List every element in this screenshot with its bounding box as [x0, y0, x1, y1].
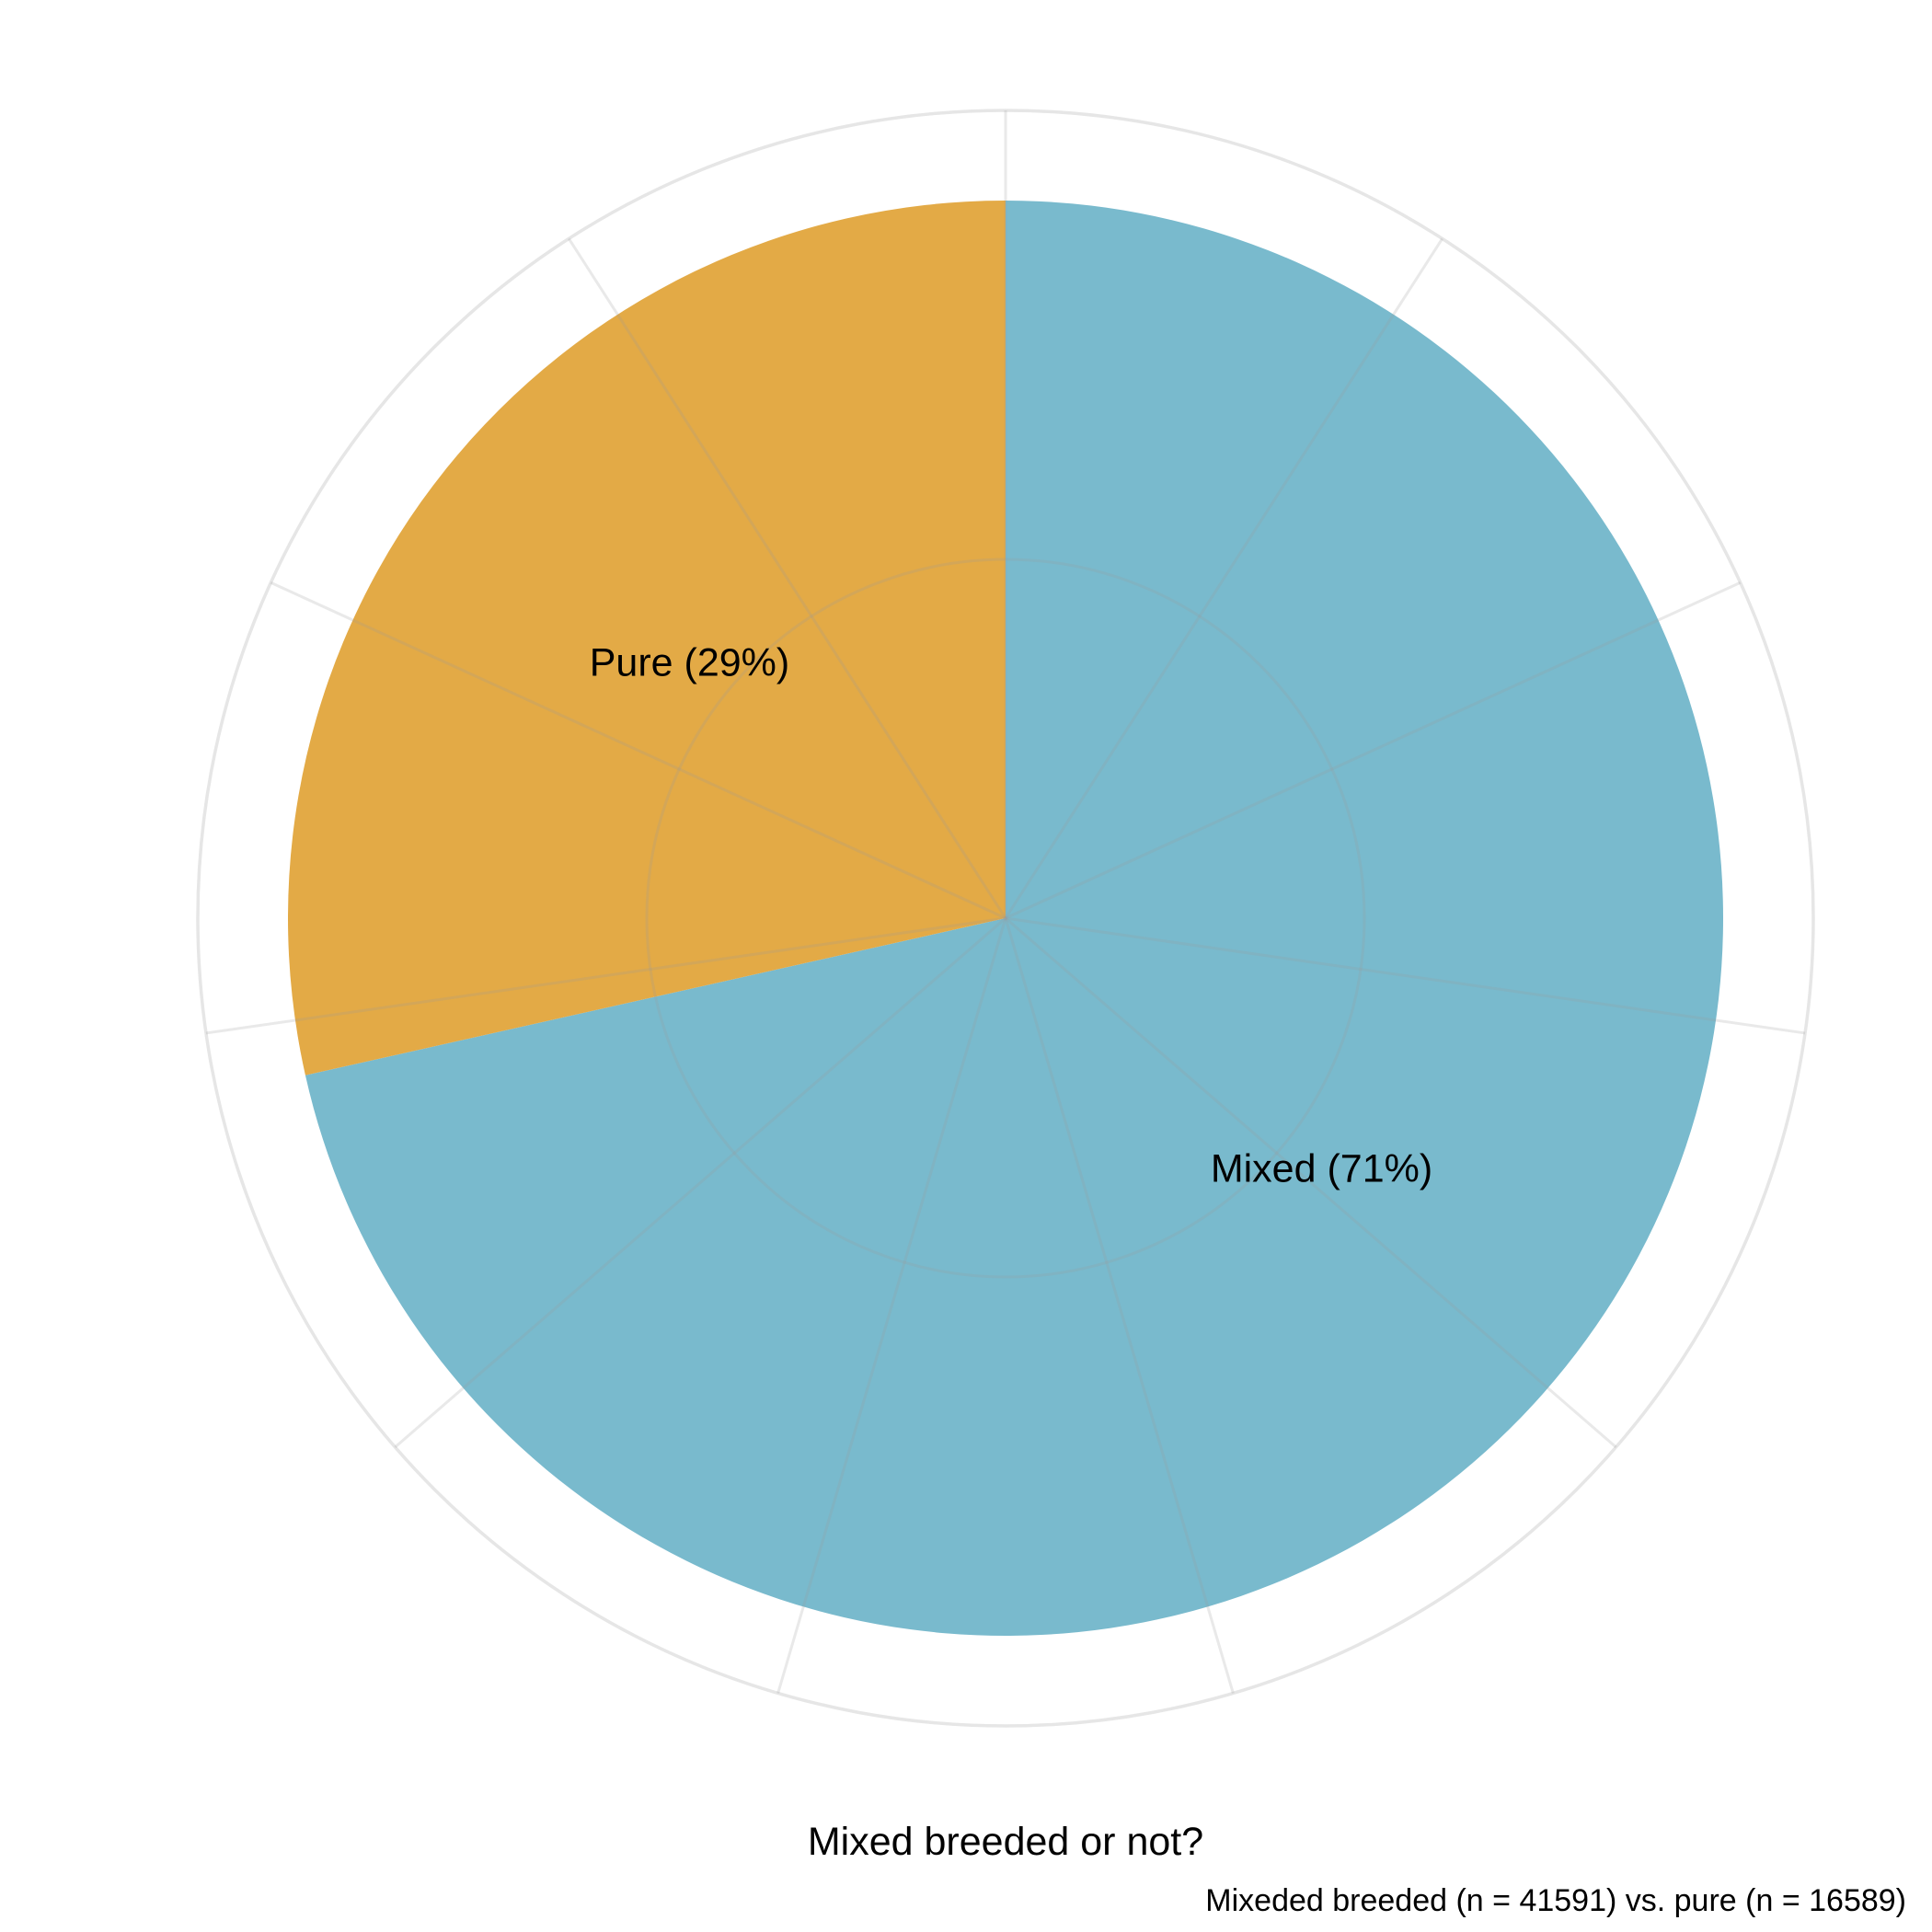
grid-spoke [270, 581, 1006, 920]
grid-spoke [776, 917, 1007, 1694]
pie-slice-pure [287, 201, 1006, 1075]
grid-spoke [1004, 237, 1443, 919]
x-axis-title: Mixed breeded or not? [808, 1820, 1203, 1864]
slice-labels: Mixed (71%) Pure (29%) [590, 640, 1432, 1190]
grid-spoke [1004, 917, 1235, 1694]
pie-slices [287, 201, 1724, 1636]
grid-circle-outer [196, 109, 1815, 1728]
grid-spoke [394, 916, 1006, 1449]
polar-grid-overlay [205, 110, 1806, 1694]
grid-spoke [1005, 916, 1806, 1035]
grid-spoke [205, 916, 1006, 1035]
slice-label-mixed: Mixed (71%) [1211, 1146, 1432, 1190]
grid-spoke [1005, 581, 1742, 920]
grid-circle-inner-overlay [645, 558, 1366, 1279]
grid-spoke [1005, 916, 1617, 1449]
grid-spoke [568, 237, 1007, 919]
slice-label-pure: Pure (29%) [590, 640, 789, 684]
chart-caption: Mixeded breeded (n = 41591) vs. pure (n … [1205, 1883, 1906, 1918]
pie-slice-mixed [305, 201, 1724, 1636]
